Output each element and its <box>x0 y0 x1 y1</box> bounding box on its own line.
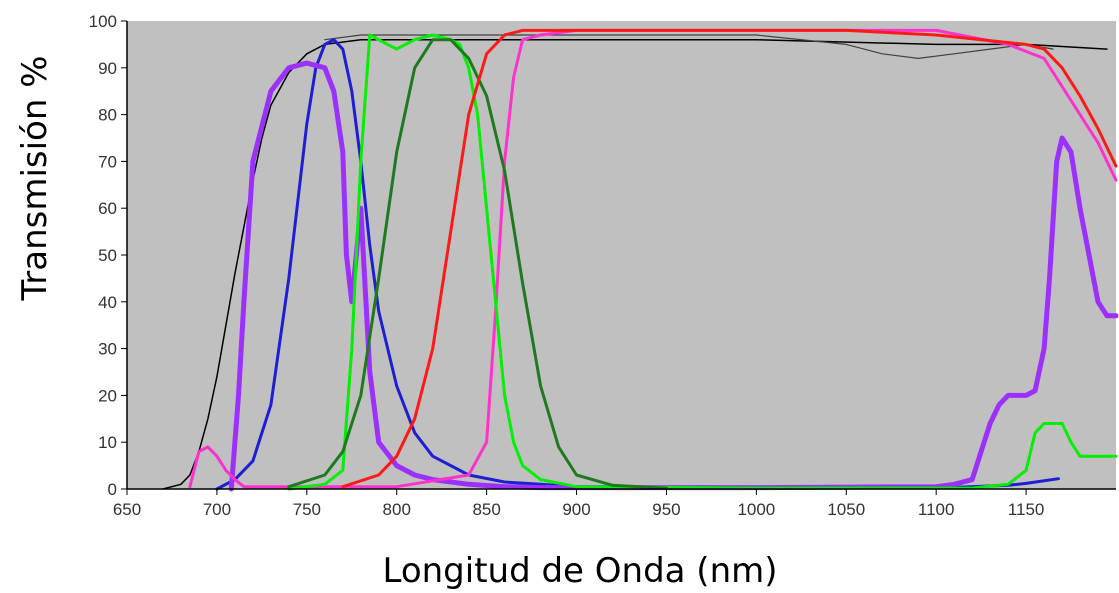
series-layer <box>162 28 1119 492</box>
x-tick-label: 800 <box>383 500 411 519</box>
y-tick-label: 70 <box>98 152 117 171</box>
y-tick-label: 40 <box>98 293 117 312</box>
series-line-7 <box>287 38 668 490</box>
y-tick-label: 0 <box>108 480 117 499</box>
series-line-1 <box>162 38 1108 490</box>
series-line-2 <box>324 34 1054 60</box>
x-tick-label: 750 <box>293 500 321 519</box>
x-axis-ticks: 650 700 750 800 850 900 950 1000 1050 1100 1150 <box>113 489 1045 519</box>
y-tick-label: 90 <box>98 59 117 78</box>
y-tick-label: 50 <box>98 246 117 265</box>
y-tick-label: 30 <box>98 340 117 359</box>
x-tick-label: 650 <box>113 500 141 519</box>
x-tick-label: 900 <box>562 500 590 519</box>
plot-area <box>127 21 1116 489</box>
x-tick-label: 1000 <box>737 500 775 519</box>
x-tick-label: 1150 <box>1008 500 1045 519</box>
series-line-8 <box>341 28 1118 489</box>
y-tick-label: 80 <box>98 106 117 125</box>
x-tick-label: 950 <box>652 500 680 519</box>
x-tick-label: 850 <box>472 500 500 519</box>
x-tick-label: 700 <box>203 500 231 519</box>
x-axis-title: Longitud de Onda (nm) <box>382 551 777 591</box>
y-tick-label: 100 <box>89 12 117 31</box>
y-axis-ticks: 0 10 20 30 40 50 60 70 80 90 100 <box>89 12 127 499</box>
y-tick-label: 60 <box>98 199 117 218</box>
series-line-4 <box>228 60 1119 492</box>
x-tick-label: 1100 <box>918 500 955 519</box>
series-line-6 <box>287 33 1118 491</box>
y-tick-label: 20 <box>98 386 117 405</box>
series-line-5 <box>188 28 1118 489</box>
y-tick-label: 10 <box>98 433 117 452</box>
y-axis-title: Transmisión % <box>15 55 55 301</box>
x-tick-label: 1050 <box>827 500 865 519</box>
